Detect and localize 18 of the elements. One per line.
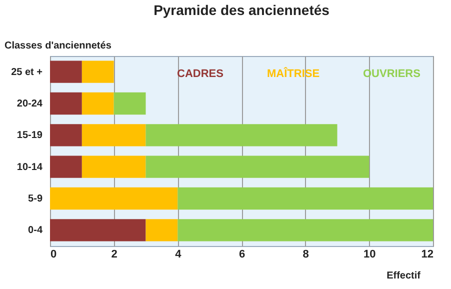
y-axis-title: Classes d'anciennetés [4, 40, 112, 52]
x-tick-label: 4 [175, 248, 182, 260]
chart-title: Pyramide des anciennetés [154, 2, 330, 18]
x-tick-label: 12 [421, 248, 434, 260]
y-tick-label: 0-4 [28, 225, 43, 236]
x-tick-label: 8 [302, 248, 309, 260]
x-tick-label: 2 [111, 248, 118, 260]
y-tick-label: 20-24 [16, 98, 43, 110]
text: CADRES [177, 68, 224, 80]
text: MAÎTRISE [267, 66, 320, 80]
x-axis-title: Effectif [386, 270, 422, 282]
y-tick-label: 5-9 [28, 194, 43, 204]
y-tick-label: 10-14 [16, 162, 43, 173]
x-tick-label: 10 [364, 248, 376, 260]
x-tick-label: 0 [50, 248, 57, 260]
x-tick-label: 6 [238, 248, 246, 260]
y-tick-label: 15-19 [16, 130, 43, 142]
y-tick-label: 25 et + [11, 66, 43, 78]
